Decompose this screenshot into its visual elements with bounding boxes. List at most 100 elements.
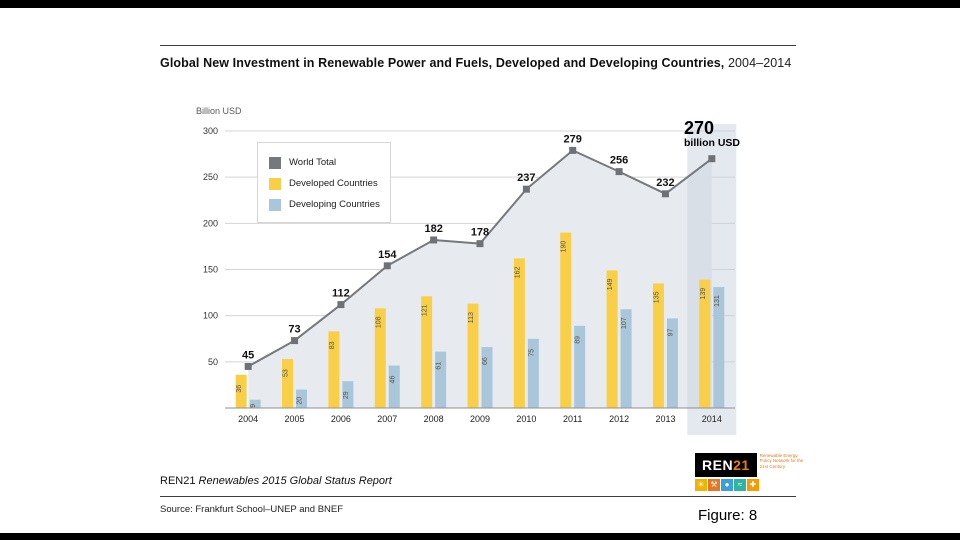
highlight-band	[687, 124, 737, 435]
page-title-main: Global New Investment in Renewable Power…	[160, 56, 725, 70]
world-total-label: 279	[564, 133, 582, 145]
bar-value-label: 89	[575, 336, 582, 344]
y-tick-label: 100	[203, 311, 218, 321]
y-tick-label: 200	[203, 218, 218, 228]
chart-legend: World Total Developed Countries Developi…	[257, 142, 391, 223]
ren21-logo-box: REN21	[695, 453, 757, 477]
legend-label: World Total	[289, 157, 337, 168]
ren21-logo-text: REN	[702, 457, 734, 473]
developed-swatch-icon	[269, 177, 281, 190]
world-total-label: 237	[517, 172, 535, 184]
bar-developed-2006	[328, 331, 340, 408]
bar-developing-2009	[481, 347, 493, 408]
bar-developing-2008	[435, 351, 447, 408]
x-tick-label: 2005	[285, 414, 305, 424]
bar-developing-2010	[527, 338, 539, 408]
bar-developed-2010	[513, 258, 525, 408]
ren21-logo: REN21 Renewable Energy Policy Network fo…	[695, 453, 805, 491]
x-tick-label: 2011	[563, 414, 582, 424]
ren21-logo-accent: 21	[733, 457, 750, 473]
footer-divider	[160, 496, 796, 497]
bar-value-label: 61	[436, 362, 443, 370]
waves-icon: ≈	[734, 479, 746, 491]
bar-value-label: 108	[375, 316, 382, 328]
bar-value-label: 53	[283, 369, 290, 377]
bar-developed-2012	[606, 270, 618, 408]
world-total-marker	[569, 146, 577, 154]
world-total-marker	[430, 236, 438, 244]
legend-label: Developing Countries	[289, 199, 380, 210]
ren21-icon-row: ☀ ⚒ ● ≈ ✚	[695, 479, 805, 491]
highlight-value-callout: 270 billion USD	[684, 119, 740, 149]
x-tick-label: 2012	[609, 414, 629, 424]
developing-swatch-icon	[269, 198, 281, 211]
world-total-swatch-icon	[269, 156, 281, 169]
world-total-label: 112	[332, 288, 350, 300]
bar-developing-2011	[574, 325, 586, 408]
y-tick-label: 50	[208, 357, 218, 367]
x-tick-label: 2014	[702, 414, 722, 424]
bar-value-label: 29	[343, 391, 350, 399]
y-tick-label: 300	[203, 126, 218, 136]
world-total-marker	[615, 168, 623, 176]
bar-value-label: 162	[514, 266, 521, 278]
bar-value-label: 36	[236, 385, 243, 393]
legend-label: Developed Countries	[289, 178, 378, 189]
highlight-value: 270	[684, 118, 715, 138]
report-title: Renewables 2015 Global Status Report	[198, 475, 392, 487]
chart-canvas: 50 100 150 200 250 300 36 53 83 108 121 113 162 190 14…	[203, 124, 737, 435]
water-icon: ●	[721, 479, 733, 491]
bar-developing-2012	[620, 309, 632, 408]
world-total-marker	[291, 337, 299, 345]
world-total-marker	[244, 362, 252, 370]
legend-item-developing: Developing Countries	[269, 194, 380, 215]
bar-developing-2007	[388, 365, 400, 408]
world-total-label: 154	[378, 249, 397, 261]
y-tick-label: 150	[203, 265, 218, 275]
bar-value-label: 46	[389, 376, 396, 384]
source-text: Source: Frankfurt School–UNEP and BNEF	[160, 504, 344, 515]
world-total-label: 256	[610, 155, 628, 167]
world-total-label: 73	[288, 324, 300, 336]
bar-value-label: 135	[653, 291, 660, 303]
bar-developed-2013	[652, 283, 664, 408]
y-axis-title: Billion USD	[196, 106, 242, 116]
bar-value-label: 83	[329, 341, 336, 349]
x-tick-label: 2013	[655, 414, 675, 424]
world-total-label: 232	[656, 177, 674, 189]
bar-value-label: 113	[468, 312, 475, 323]
report-brand: REN21	[160, 475, 196, 487]
bar-value-label: 139	[700, 288, 707, 300]
bottom-black-bar	[0, 533, 960, 540]
bar-value-label: 9	[250, 404, 257, 408]
ren21-tagline: Renewable Energy Policy Network for the …	[759, 453, 804, 469]
bar-developing-2013	[666, 318, 678, 408]
bar-developed-2005	[282, 359, 294, 408]
bar-developing-2004	[249, 399, 261, 408]
bar-value-label: 190	[561, 241, 568, 253]
world-total-marker	[661, 190, 669, 198]
bar-value-label: 131	[714, 295, 721, 307]
y-tick-label: 250	[203, 172, 218, 182]
figure-label: Figure: 8	[698, 507, 758, 524]
highlight-unit: billion USD	[684, 136, 740, 149]
bar-developing-2006	[342, 381, 354, 408]
world-total-label: 45	[242, 349, 254, 361]
x-tick-label: 2009	[470, 414, 490, 424]
world-total-label: 178	[471, 227, 489, 239]
report-reference: REN21 Renewables 2015 Global Status Repo…	[160, 475, 392, 487]
top-black-bar	[0, 0, 960, 8]
x-tick-label: 2006	[331, 414, 351, 424]
bar-value-label: 75	[528, 349, 535, 357]
bar-value-label: 97	[667, 328, 674, 336]
sun-icon: ☀	[695, 479, 707, 491]
world-total-marker	[383, 262, 391, 270]
world-total-area	[248, 150, 712, 408]
leaf-icon: ✚	[747, 479, 759, 491]
page-title: Global New Investment in Renewable Power…	[160, 56, 820, 70]
x-tick-label: 2010	[516, 414, 536, 424]
world-total-marker	[522, 185, 530, 193]
bar-developed-2007	[374, 308, 386, 408]
ren21-logo-top: REN21 Renewable Energy Policy Network fo…	[695, 453, 805, 477]
x-tick-label: 2008	[424, 414, 444, 424]
